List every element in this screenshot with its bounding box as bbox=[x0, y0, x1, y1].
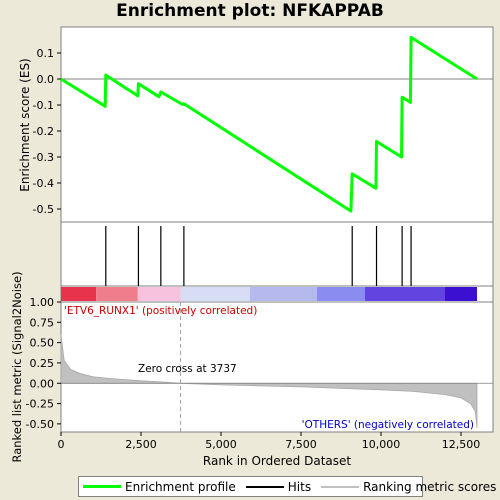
enrichment-profile-line bbox=[60, 35, 478, 213]
colorbar-segment bbox=[96, 287, 138, 301]
colorbar-segment bbox=[249, 287, 317, 301]
chart-title: Enrichment plot: NFKAPPAB bbox=[116, 1, 384, 21]
metric-y-tick-label: -0.25 bbox=[26, 398, 54, 411]
negative-correlation-label: 'OTHERS' (negatively correlated) bbox=[302, 419, 474, 431]
top-panel-frame bbox=[60, 26, 494, 223]
metric-y-tick-label: 0.25 bbox=[30, 357, 55, 370]
metric-y-axis-label: Ranked list metric (Signal2Noise) bbox=[10, 271, 24, 462]
colorbar-segment bbox=[137, 287, 181, 301]
legend-swatch-ranking bbox=[321, 485, 360, 488]
colorbar-segment bbox=[445, 287, 477, 301]
colorbar-segment bbox=[180, 287, 250, 301]
x-tick-label: 5,000 bbox=[205, 438, 237, 451]
legend-label-ranking: Ranking metric scores bbox=[363, 479, 497, 494]
es-y-tick-label: -0.2 bbox=[33, 125, 54, 138]
es-y-tick-label: -0.1 bbox=[33, 99, 54, 112]
metric-y-tick-label: 0.00 bbox=[30, 377, 55, 390]
legend-item-ranking-metric: Ranking metric scores bbox=[321, 480, 496, 494]
ranking-metric-area bbox=[60, 334, 478, 428]
legend-label-hits: Hits bbox=[287, 479, 312, 494]
es-y-axis-label: Enrichment score (ES) bbox=[18, 58, 32, 191]
metric-y-tick-label: 1.00 bbox=[30, 296, 55, 309]
zero-cross-label: Zero cross at 3737 bbox=[138, 363, 237, 375]
x-axis-label: Rank in Ordered Dataset bbox=[203, 454, 351, 468]
colorbar-segment bbox=[317, 287, 365, 301]
positive-correlation-label: 'ETV6_RUNX1' (positively correlated) bbox=[64, 305, 257, 317]
es-y-tick-label: -0.4 bbox=[33, 177, 54, 190]
x-tick-label: 12,500 bbox=[442, 438, 481, 451]
es-y-tick-label: -0.5 bbox=[33, 203, 54, 216]
es-y-tick-label: 0.1 bbox=[37, 47, 55, 60]
bottom-panel-frame bbox=[60, 301, 494, 433]
legend-swatch-hits bbox=[245, 485, 284, 488]
metric-y-tick-label: 0.75 bbox=[30, 316, 55, 329]
colorbar-segment bbox=[61, 287, 97, 301]
legend-item-hits: Hits bbox=[245, 479, 312, 494]
x-tick-label: 0 bbox=[58, 438, 65, 451]
x-tick-label: 10,000 bbox=[362, 438, 401, 451]
legend-label-enrichment: Enrichment profile bbox=[125, 479, 236, 494]
x-tick-label: 2,500 bbox=[125, 438, 157, 451]
metric-y-tick-label: 0.50 bbox=[30, 337, 55, 350]
x-tick-label: 7,500 bbox=[285, 438, 317, 451]
hits-panel-frame bbox=[60, 221, 494, 287]
es-y-tick-label: -0.3 bbox=[33, 151, 54, 164]
colorbar-segment bbox=[365, 287, 445, 301]
legend: Enrichment profile Hits Ranking metric s… bbox=[78, 476, 496, 497]
legend-item-enrichment-profile: Enrichment profile bbox=[83, 480, 236, 494]
es-y-tick-label: 0.0 bbox=[37, 73, 55, 86]
metric-y-tick-label: -0.50 bbox=[26, 418, 54, 431]
legend-swatch-enrichment bbox=[83, 485, 121, 488]
